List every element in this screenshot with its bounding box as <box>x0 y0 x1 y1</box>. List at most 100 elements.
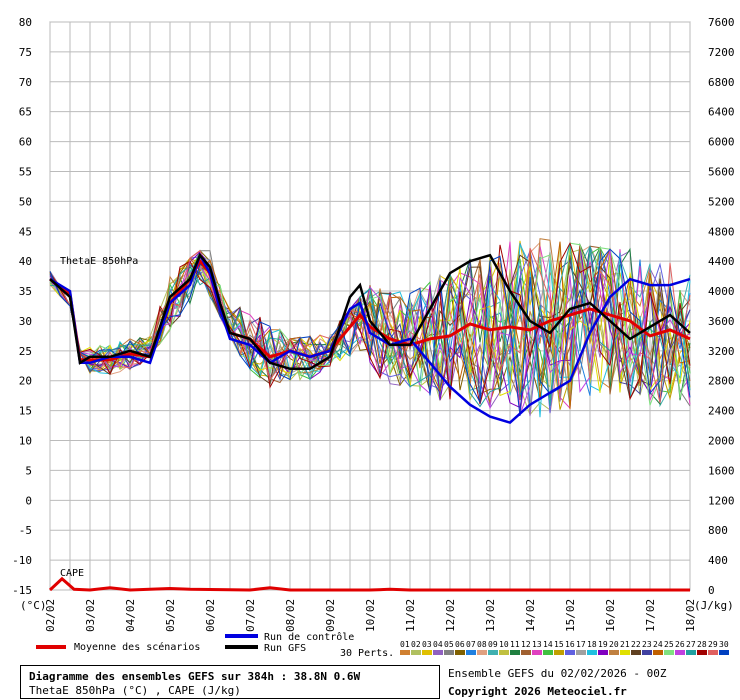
xtick: 10/02 <box>364 599 377 632</box>
ylabel-left: (°C) <box>20 599 47 612</box>
xtick: 17/02 <box>644 599 657 632</box>
pert-number: 30 <box>719 640 729 649</box>
ytick-left: -10 <box>12 554 32 567</box>
ytick-left: -15 <box>12 584 32 597</box>
ytick-right: 5200 <box>708 195 735 208</box>
series-line <box>49 252 691 371</box>
pert-number: 18 <box>587 640 597 649</box>
xtick: 12/02 <box>444 599 457 632</box>
right-axis: 7600720068006400600056005200480044004000… <box>708 16 735 597</box>
pert-swatch <box>719 650 729 655</box>
pert-number: 06 <box>455 640 465 649</box>
xtick: 02/02 <box>44 599 57 632</box>
pert-number: 03 <box>422 640 432 649</box>
pert-number: 22 <box>631 640 641 649</box>
ytick-right: 6800 <box>708 76 735 89</box>
ytick-right: 4400 <box>708 255 735 268</box>
pert-swatch <box>642 650 652 655</box>
legend-gfs-label: Run GFS <box>264 643 306 654</box>
xtick: 14/02 <box>524 599 537 632</box>
pert-swatch <box>598 650 608 655</box>
xtick: 11/02 <box>404 599 417 632</box>
ytick-left: 10 <box>19 435 32 448</box>
annotation-thetae: ThetaE 850hPa <box>60 256 138 267</box>
legend-perts-label: 30 Perts. <box>340 648 394 659</box>
pert-swatch <box>433 650 443 655</box>
ytick-right: 2800 <box>708 375 735 388</box>
x-axis: 02/02 03/02 04/02 05/02 06/02 07/02 08/02 09/02… <box>44 599 697 632</box>
pert-swatch <box>466 650 476 655</box>
ytick-right: 6000 <box>708 136 735 149</box>
ytick-right: 1200 <box>708 494 735 507</box>
ytick-left: 45 <box>19 225 32 238</box>
pert-swatch <box>477 650 487 655</box>
ylabel-right: (J/kg) <box>694 599 734 612</box>
xtick: 06/02 <box>204 599 217 632</box>
ytick-left: 15 <box>19 405 32 418</box>
xtick: 18/02 <box>684 599 697 632</box>
cape-mean-line <box>48 576 690 592</box>
ytick-left: 70 <box>19 76 32 89</box>
ytick-left: 0 <box>25 494 32 507</box>
ytick-right: 2400 <box>708 405 735 418</box>
pert-number: 26 <box>675 640 685 649</box>
pert-number: 11 <box>510 640 520 649</box>
pert-number: 23 <box>642 640 652 649</box>
series-line <box>49 252 691 424</box>
pert-number: 21 <box>620 640 630 649</box>
pert-number: 27 <box>686 640 696 649</box>
pert-swatch <box>400 650 410 655</box>
pert-swatch <box>653 650 663 655</box>
ytick-left: 75 <box>19 46 32 59</box>
pert-swatch <box>708 650 718 655</box>
pert-number: 01 <box>400 640 410 649</box>
ytick-right: 3200 <box>708 345 735 358</box>
ytick-left: 20 <box>19 375 32 388</box>
pert-number: 10 <box>499 640 509 649</box>
pert-number: 02 <box>411 640 421 649</box>
pert-swatch <box>565 650 575 655</box>
member-line <box>49 247 691 404</box>
ytick-right: 5600 <box>708 165 735 178</box>
ytick-right: 4800 <box>708 225 735 238</box>
pert-swatch <box>664 650 674 655</box>
pert-swatch <box>411 650 421 655</box>
chart-title: Diagramme des ensembles GEFS sur 384h : … <box>29 670 361 683</box>
legend: Moyenne des scénarios Run de contrôle Ru… <box>36 631 729 659</box>
pert-swatch <box>620 650 630 655</box>
copyright: Copyright 2026 Meteociel.fr <box>448 685 627 698</box>
pert-swatch <box>686 650 696 655</box>
pert-swatch <box>455 650 465 655</box>
ytick-right: 4000 <box>708 285 735 298</box>
pert-swatch <box>631 650 641 655</box>
xtick: 03/02 <box>84 599 97 632</box>
ytick-left: 60 <box>19 136 32 149</box>
pert-number: 05 <box>444 640 454 649</box>
xtick: 04/02 <box>124 599 137 632</box>
pert-number: 12 <box>521 640 531 649</box>
pert-swatch <box>422 650 432 655</box>
xtick: 15/02 <box>564 599 577 632</box>
legend-mean-label: Moyenne des scénarios <box>74 641 200 653</box>
pert-number: 19 <box>598 640 608 649</box>
ytick-right: 3600 <box>708 315 735 328</box>
ytick-left: 35 <box>19 285 32 298</box>
ytick-left: 5 <box>25 464 32 477</box>
pert-number: 24 <box>653 640 663 649</box>
xtick: 13/02 <box>484 599 497 632</box>
ytick-left: 65 <box>19 106 32 119</box>
ytick-right: 6400 <box>708 106 735 119</box>
pert-swatch <box>587 650 597 655</box>
pert-number: 17 <box>576 640 586 649</box>
xtick: 07/02 <box>244 599 257 632</box>
pert-number: 04 <box>433 640 443 649</box>
pert-number: 15 <box>554 640 564 649</box>
pert-swatch <box>554 650 564 655</box>
pert-swatch <box>543 650 553 655</box>
pert-swatch <box>521 650 531 655</box>
ytick-left: 80 <box>19 16 32 29</box>
ytick-left: 30 <box>19 315 32 328</box>
pert-swatch <box>697 650 707 655</box>
